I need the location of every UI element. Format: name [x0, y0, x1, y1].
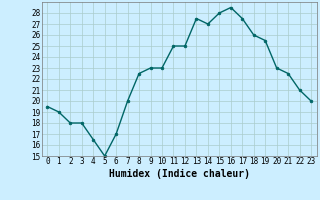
X-axis label: Humidex (Indice chaleur): Humidex (Indice chaleur)	[109, 169, 250, 179]
